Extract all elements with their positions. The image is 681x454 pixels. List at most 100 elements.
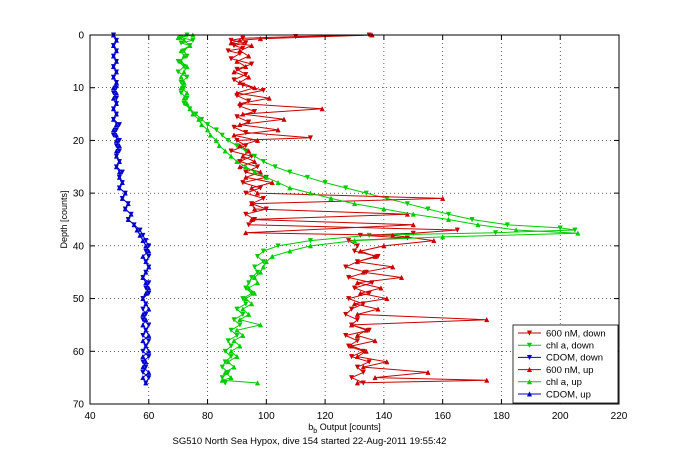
y-tick-label: 20: [73, 136, 85, 147]
data-point: [222, 148, 228, 154]
data-point: [237, 164, 243, 170]
data-point: [110, 127, 117, 133]
data-point: [251, 108, 258, 115]
data-point: [363, 348, 369, 354]
data-point: [234, 90, 240, 96]
legend-label: 600 nM, up: [546, 365, 594, 376]
data-point: [207, 132, 214, 138]
data-point: [240, 306, 246, 312]
data-point: [113, 58, 120, 64]
data-point: [140, 364, 146, 370]
data-point: [246, 222, 252, 228]
data-point: [116, 142, 122, 149]
data-point: [184, 74, 190, 80]
data-point: [113, 69, 120, 75]
data-point: [143, 364, 149, 370]
data-point: [190, 37, 196, 44]
legend-box: [512, 324, 619, 404]
data-point: [351, 285, 358, 291]
data-point: [131, 222, 137, 228]
data-point: [237, 48, 243, 54]
data-point: [243, 130, 249, 136]
data-point: [307, 238, 314, 244]
legend-label: CDOM, down: [546, 353, 603, 364]
data-point: [110, 84, 117, 91]
data-point: [260, 248, 266, 254]
data-point: [346, 343, 352, 349]
data-point: [178, 79, 184, 86]
data-point: [110, 106, 117, 112]
data-point: [304, 174, 311, 181]
data-point: [249, 42, 255, 48]
data-point: [134, 227, 140, 233]
data-point: [243, 295, 249, 302]
data-point: [181, 53, 187, 59]
legend-marker: [526, 391, 533, 397]
data-point: [140, 232, 146, 239]
data-point: [390, 232, 396, 238]
x-tick-label: 180: [493, 411, 510, 422]
data-point: [228, 56, 234, 62]
data-point: [122, 190, 128, 196]
data-point: [240, 332, 246, 338]
data-point: [228, 153, 234, 159]
data-point: [116, 148, 122, 154]
series-4: [175, 32, 581, 386]
legend-marker: [526, 330, 533, 336]
data-point: [234, 58, 240, 64]
data-point: [181, 101, 187, 107]
legend-entry: 600 nM, up: [518, 365, 594, 376]
data-point: [113, 143, 120, 149]
data-point: [440, 195, 446, 201]
data-point: [196, 116, 202, 122]
data-point: [146, 369, 152, 375]
data-point: [228, 343, 234, 349]
data-point: [113, 90, 120, 96]
data-point: [484, 316, 490, 323]
data-point: [425, 369, 431, 375]
data-point: [181, 69, 187, 75]
data-point: [454, 227, 460, 233]
data-point: [504, 222, 510, 228]
data-point: [146, 306, 152, 312]
data-point: [249, 200, 255, 207]
data-point: [246, 53, 252, 59]
data-point: [431, 237, 437, 244]
data-point: [119, 195, 125, 201]
data-point: [243, 164, 249, 170]
data-point: [513, 227, 519, 233]
data-point: [234, 66, 240, 73]
data-point: [251, 153, 258, 160]
data-point: [237, 159, 243, 165]
data-point: [243, 229, 249, 236]
data-point: [213, 127, 219, 133]
data-point: [354, 338, 361, 344]
data-point: [225, 338, 231, 344]
series-layer: [110, 32, 581, 386]
data-point: [178, 90, 184, 96]
data-point: [348, 375, 355, 381]
data-point: [140, 337, 146, 344]
data-point: [228, 354, 234, 360]
data-point: [251, 274, 258, 280]
data-point: [492, 230, 499, 236]
data-point: [366, 359, 372, 365]
data-point: [240, 296, 246, 302]
data-point: [113, 111, 120, 117]
plot-frame: [89, 34, 620, 405]
data-point: [231, 132, 237, 138]
data-point: [228, 148, 234, 154]
data-point: [357, 248, 363, 254]
data-point: [146, 354, 152, 360]
y-tick-label: 10: [73, 83, 85, 94]
data-point: [343, 264, 349, 270]
data-point: [128, 211, 134, 217]
data-point: [146, 322, 152, 328]
data-point: [237, 316, 243, 323]
data-point: [251, 169, 258, 175]
data-point: [384, 295, 390, 302]
data-point: [222, 359, 228, 365]
data-point: [143, 285, 149, 291]
data-point: [346, 296, 352, 302]
data-point: [143, 279, 149, 286]
